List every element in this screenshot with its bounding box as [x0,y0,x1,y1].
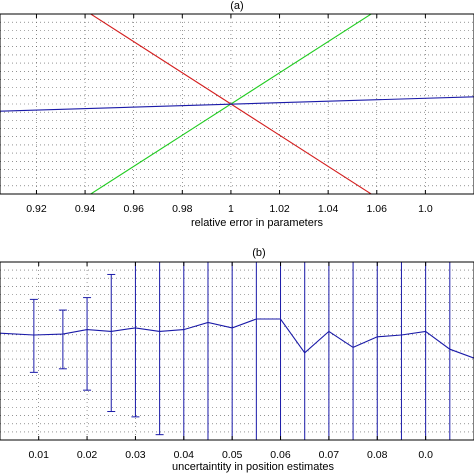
series-line-3 [0,96,474,112]
x-tick-label: 1.02 [269,203,290,215]
x-tick-label: 0.04 [174,449,195,461]
panel-a-series [0,14,474,194]
x-tick-label: 0.03 [125,449,146,461]
x-tick-label: 1 [228,203,234,215]
panel-b-grid [0,262,474,440]
x-tick-label: 0.02 [77,449,98,461]
x-tick-label: 0.06 [270,449,291,461]
x-tick-label: 0.07 [319,449,340,461]
panel-a: (a) 0.92 0.94 0.96 0.98 1 1.02 1.04 1.06 1.0 rel… [0,0,474,229]
panel-a-title: (a) [230,0,243,12]
x-tick-label: 1.04 [318,203,339,215]
panel-a-axes-frame [0,13,474,195]
series-line-1 [0,318,474,359]
x-tick-label: 0.94 [75,203,96,215]
x-tick-label: 0.05 [222,449,243,461]
x-tick-label: 0.96 [123,203,144,215]
panel-b: (b) 0.01 0.02 0.03 0.04 0.05 0.06 0.07 0.08 0.0 … [0,247,474,473]
panel-b-x-axis-label: uncertaintity in position estimates [172,461,335,473]
x-tick-label: 1.06 [367,203,388,215]
x-tick-label: 0.92 [26,203,47,215]
panel-b-title: (b) [252,247,265,259]
panel-a-x-axis-label: relative error in parameters [191,217,324,229]
panel-b-x-ticks: 0.01 0.02 0.03 0.04 0.05 0.06 0.07 0.08 0.0 [28,262,433,461]
x-tick-label: 1.0 [418,203,433,215]
x-tick-label: 0.0 [418,449,433,461]
panel-b-axes-frame [0,261,474,441]
x-tick-label: 0.01 [28,449,49,461]
panel-a-x-ticks: 0.92 0.94 0.96 0.98 1 1.02 1.04 1.06 1.0 [26,14,433,215]
x-tick-label: 0.08 [367,449,388,461]
x-tick-label: 0.98 [172,203,193,215]
